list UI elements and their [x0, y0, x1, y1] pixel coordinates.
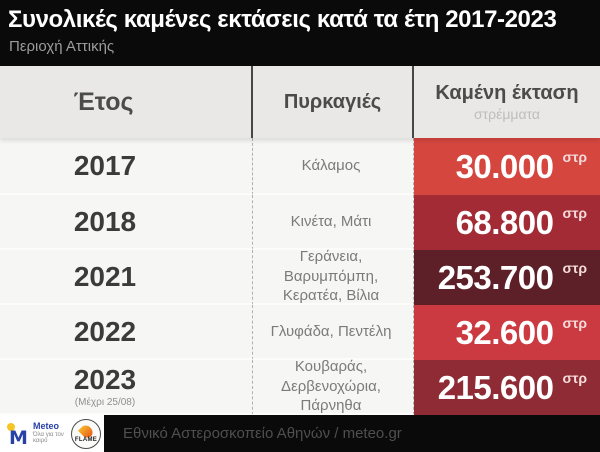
- meteo-tagline: Όλα για τον καιρό: [33, 432, 64, 445]
- credit-text: Εθνικό Αστεροσκοπείο Αθηνών / meteo.gr: [123, 425, 402, 442]
- year-value: 2021: [73, 260, 137, 292]
- table-row-year: 2018: [0, 195, 253, 250]
- title-bar: Συνολικές καμένες εκτάσεις κατά τα έτη 2…: [0, 0, 600, 66]
- burned-area-cell: 32.600 στρ: [414, 305, 600, 360]
- burned-area-unit: στρ: [562, 204, 588, 221]
- table-row-year: 2023 (Μέχρι 25/08): [0, 360, 253, 415]
- table-row-year: 2017: [0, 138, 253, 195]
- fires-value: Κάλαμος: [253, 138, 414, 195]
- table-row-year: 2021: [0, 250, 253, 305]
- year-value: 2018: [73, 205, 137, 237]
- column-header-area-label: Καμένη έκταση: [435, 82, 579, 104]
- fires-value: Κουβαράς, Δερβενοχώρια, Πάρνηθα: [253, 358, 414, 415]
- burned-areas-table: Έτος Πυρκαγιές Καμένη έκταση στρέμματα 2…: [0, 66, 600, 415]
- year-value: 2022: [73, 315, 137, 347]
- burned-area-cell: 253.700 στρ: [414, 250, 600, 305]
- column-header-fires: Πυρκαγιές: [253, 66, 414, 138]
- year-note: (Μέχρι 25/08): [74, 396, 136, 408]
- burned-area-unit: στρ: [562, 148, 588, 165]
- burned-area-unit: στρ: [562, 369, 588, 386]
- flame-logo: FLAME: [71, 418, 101, 449]
- column-header-year-label: Έτος: [73, 87, 134, 116]
- fires-value: Γλυφάδα, Πεντέλη: [253, 305, 414, 360]
- burned-area-cell: 68.800 στρ: [414, 195, 600, 250]
- burned-area-value: 253.700: [437, 259, 554, 296]
- burned-area-cell: 30.000 στρ: [414, 138, 600, 195]
- meteo-wordmark: Meteo Όλα για τον καιρό: [33, 421, 65, 445]
- column-header-fires-label: Πυρκαγιές: [283, 90, 382, 113]
- meteo-name: Meteo: [33, 421, 60, 432]
- meteo-sun-dot-icon: [7, 422, 15, 431]
- fires-value: Γεράνεια, Βαρυμπόμπη, Κερατέα, Βίλια: [253, 248, 414, 305]
- page-subtitle: Περιοχή Αττικής: [9, 38, 115, 55]
- year-value: 2023: [73, 363, 137, 395]
- flame-wordmark: FLAME: [74, 436, 98, 443]
- burned-area-unit: στρ: [562, 259, 588, 276]
- page-title: Συνολικές καμένες εκτάσεις κατά τα έτη 2…: [8, 6, 557, 33]
- meteo-logo: M Meteo Όλα για τον καιρό: [7, 421, 65, 449]
- column-header-area: Καμένη έκταση στρέμματα: [414, 66, 600, 138]
- burned-area-value: 30.000: [455, 148, 554, 185]
- burned-area-unit: στρ: [562, 314, 588, 331]
- column-header-area-unit: στρέμματα: [473, 106, 541, 122]
- burned-area-cell: 215.600 στρ: [414, 360, 600, 415]
- table-row-year: 2022: [0, 305, 253, 360]
- burned-area-value: 68.800: [455, 204, 554, 241]
- meteo-m-icon: M: [7, 422, 30, 449]
- burned-area-value: 32.600: [455, 314, 554, 351]
- footer-bar: M Meteo Όλα για τον καιρό FLAME Εθνικό Α…: [0, 415, 600, 452]
- logo-strip: M Meteo Όλα για τον καιρό FLAME: [0, 415, 104, 452]
- burned-area-value: 215.600: [437, 369, 554, 406]
- column-header-year: Έτος: [0, 66, 253, 138]
- fires-value: Κινέτα, Μάτι: [253, 195, 414, 250]
- year-value: 2017: [73, 149, 137, 181]
